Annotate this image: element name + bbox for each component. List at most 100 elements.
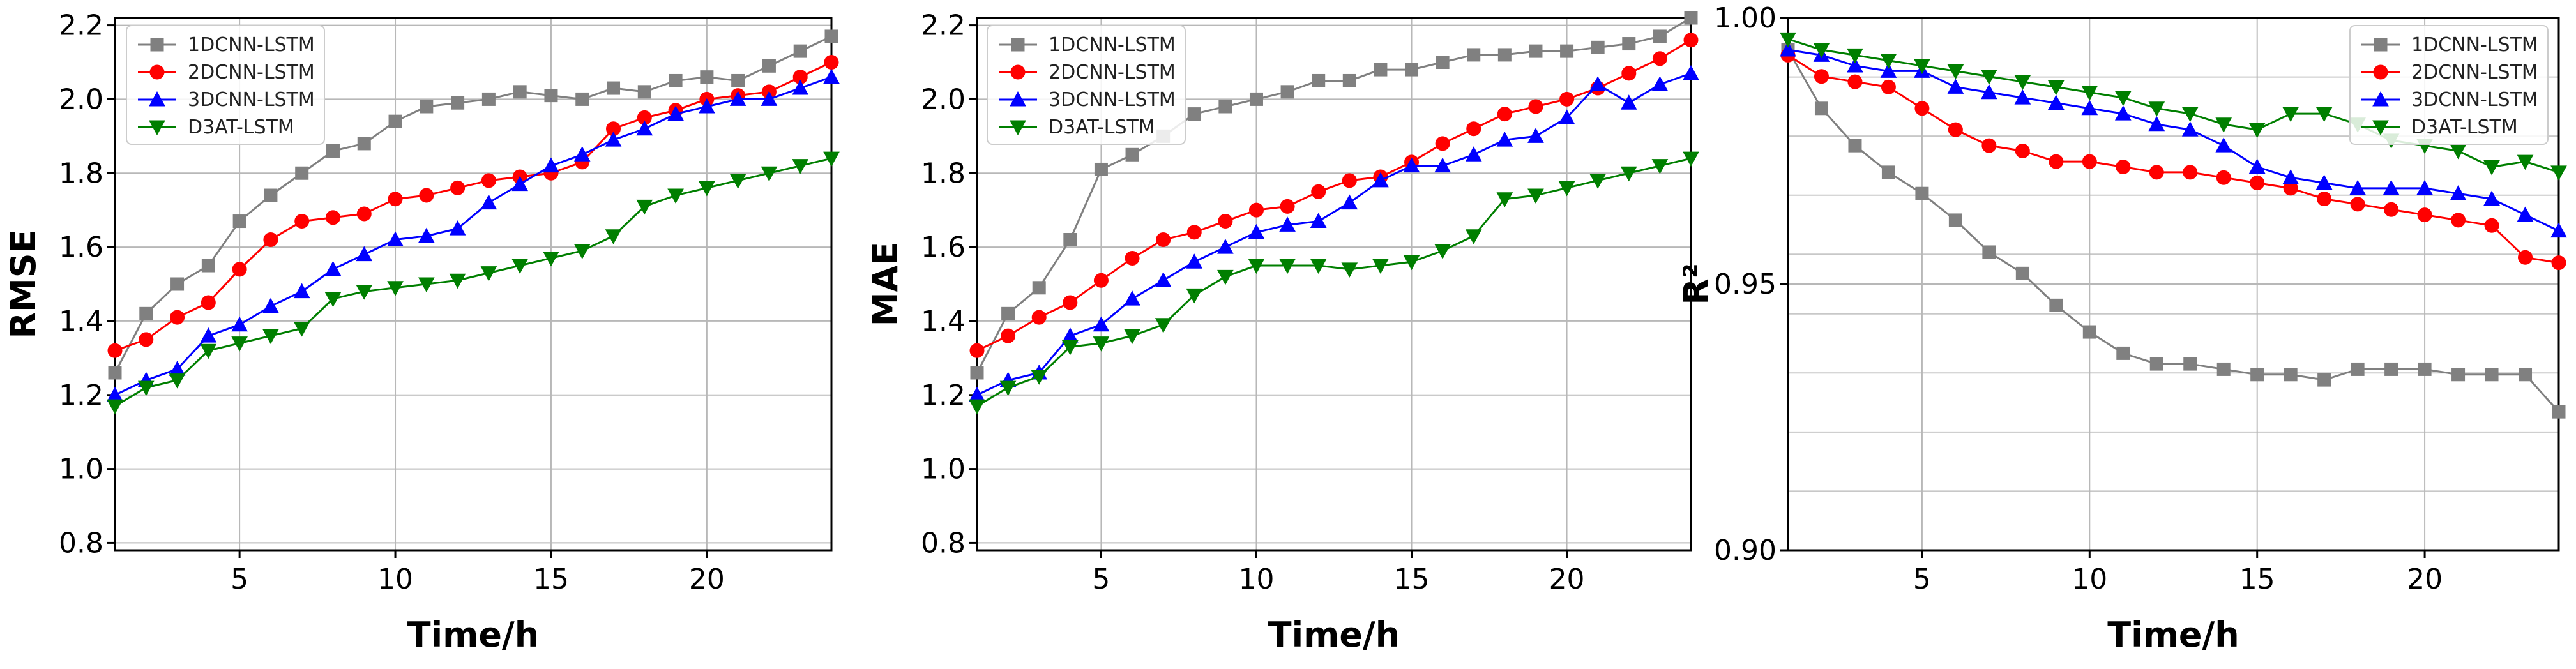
data-point (2550, 165, 2567, 181)
data-point (1217, 239, 1234, 254)
data-point (793, 44, 807, 58)
data-point (1981, 84, 1997, 100)
data-point (1653, 29, 1667, 43)
data-point (2148, 101, 2165, 117)
x-axis-label: Time/h (407, 615, 539, 655)
data-point (1881, 165, 1895, 179)
data-point (1280, 199, 1295, 214)
data-point (1527, 188, 1544, 204)
data-point (824, 55, 839, 70)
x-tick-label: 10 (2072, 563, 2107, 596)
data-point (824, 29, 838, 43)
legend-label: 3DCNN-LSTM (2411, 89, 2538, 111)
data-point (2183, 165, 2198, 180)
legend-label: 2DCNN-LSTM (1049, 61, 1176, 84)
data-point (1780, 32, 1796, 48)
data-point (293, 283, 310, 299)
data-point (2216, 170, 2231, 185)
y-tick-label: 2.0 (921, 83, 966, 116)
data-point (2317, 192, 2332, 207)
y-tick-label: 2.0 (59, 83, 103, 116)
data-point (1217, 269, 1234, 285)
data-point (699, 181, 715, 197)
data-point (2215, 137, 2232, 153)
data-point (1466, 121, 1481, 137)
data-point (2483, 190, 2500, 206)
data-point (2416, 179, 2433, 195)
data-point (388, 192, 403, 207)
x-tick-label: 15 (1394, 563, 1430, 596)
series-line (1787, 49, 2559, 232)
data-point (2551, 255, 2566, 271)
data-point (232, 262, 247, 277)
legend-marker (149, 91, 165, 107)
data-point (480, 266, 497, 282)
data-point (1848, 139, 1862, 153)
data-point (108, 366, 122, 380)
legend-marker (149, 120, 165, 136)
data-point (2047, 80, 2065, 96)
data-point (2049, 154, 2064, 169)
data-point (1435, 136, 1450, 151)
data-point (792, 159, 809, 174)
data-point (1341, 194, 1358, 210)
legend-marker (1010, 120, 1026, 136)
y-axis-label: R² (1676, 263, 1716, 304)
legend-label: D3AT-LSTM (188, 116, 294, 139)
legend-label: D3AT-LSTM (2411, 116, 2518, 139)
y-tick-label: 2.2 (59, 10, 103, 42)
y-tick-label: 1.4 (59, 305, 103, 338)
y-tick-label: 2.2 (921, 10, 966, 42)
chart-panel-1: 5 10 15 20 0.8 1.0 1.2 1.4 1.6 1.8 2.0 2.2 Time/h RMS… (3, 10, 840, 655)
data-point (1880, 63, 1897, 78)
data-point (419, 188, 434, 203)
data-point (2015, 144, 2030, 158)
y-tick-label: 1.00 (1714, 2, 1777, 34)
legend-label: 2DCNN-LSTM (188, 61, 315, 84)
data-point (605, 132, 622, 147)
legend-label: 3DCNN-LSTM (1049, 89, 1176, 111)
data-point (2552, 405, 2566, 419)
x-tick-label: 5 (1092, 563, 1110, 596)
data-point (792, 79, 809, 95)
data-point (170, 310, 185, 325)
data-point (1403, 255, 1420, 271)
x-tick-label: 5 (1913, 563, 1931, 596)
legend-box (2349, 25, 2549, 145)
x-tick-label: 10 (1238, 563, 1274, 596)
legend-box (126, 25, 325, 145)
data-point (2148, 116, 2165, 132)
data-point (2550, 222, 2567, 238)
data-point (2518, 250, 2533, 265)
data-point (2517, 154, 2534, 170)
data-point (1465, 146, 1482, 162)
data-point (729, 174, 746, 189)
data-point (356, 285, 373, 300)
y-axis-label: RMSE (3, 229, 43, 338)
data-point (543, 157, 559, 173)
data-point (1342, 73, 1356, 87)
data-point (667, 105, 684, 121)
data-point (200, 327, 217, 343)
data-point (969, 399, 985, 415)
data-point (2082, 154, 2097, 169)
data-point (1947, 64, 1964, 80)
data-point (325, 210, 340, 225)
data-point (1527, 128, 1544, 143)
data-point (2350, 197, 2365, 212)
data-point (1125, 147, 1139, 162)
data-point (1847, 57, 1863, 73)
data-point (761, 91, 778, 106)
y-tick-label: 0.95 (1714, 268, 1777, 301)
data-point (2015, 266, 2029, 280)
data-point (1683, 33, 1699, 48)
data-point (1186, 288, 1203, 304)
data-point (293, 322, 310, 337)
data-point (2485, 368, 2499, 382)
data-point (2250, 368, 2264, 382)
data-point (2248, 123, 2266, 139)
y-tick-label: 0.8 (59, 527, 103, 559)
data-point (1061, 327, 1079, 343)
data-point (636, 199, 653, 215)
data-point (970, 366, 984, 380)
